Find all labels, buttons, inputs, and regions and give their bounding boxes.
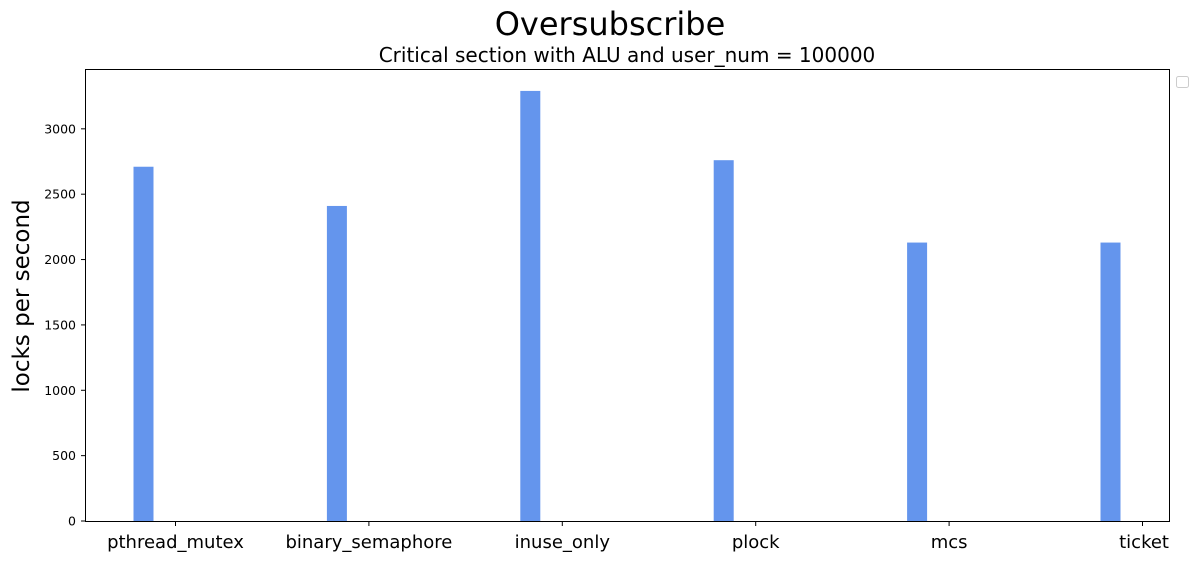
- y-axis-label: locks per second: [9, 199, 35, 392]
- y-tick-label: 1000: [44, 383, 76, 398]
- y-tick-label: 0: [68, 514, 76, 529]
- bar-series: [133, 90, 1121, 522]
- bar: [133, 166, 154, 521]
- chart-title: Oversubscribe: [495, 5, 726, 43]
- x-tick-label: inuse_only: [515, 532, 611, 553]
- x-tick-label: ticket: [1119, 532, 1169, 553]
- y-tick-label: 3000: [44, 121, 76, 136]
- x-axis-ticks: pthread_mutex binary_semaphore inuse_only p…: [107, 521, 1169, 553]
- y-tick-label: 2500: [44, 187, 76, 202]
- x-tick-label: mcs: [931, 532, 968, 553]
- x-tick-label: pthread_mutex: [107, 532, 244, 553]
- y-tick-label: 2000: [44, 252, 76, 267]
- bar: [520, 90, 541, 521]
- x-tick-label: binary_semaphore: [285, 532, 452, 553]
- legend-box: [1176, 76, 1189, 88]
- y-tick-label: 1500: [44, 317, 76, 332]
- bar: [907, 242, 928, 521]
- y-tick-label: 500: [52, 448, 76, 463]
- bar: [326, 205, 347, 522]
- x-tick-label: plock: [732, 532, 780, 553]
- bar: [1100, 242, 1121, 521]
- chart-subtitle: Critical section with ALU and user_num =…: [379, 43, 876, 67]
- y-axis-ticks: 0 500 1000 1500 2000 2500 3000: [44, 121, 86, 529]
- plot-area-frame: [85, 69, 1170, 522]
- bar: [713, 160, 734, 521]
